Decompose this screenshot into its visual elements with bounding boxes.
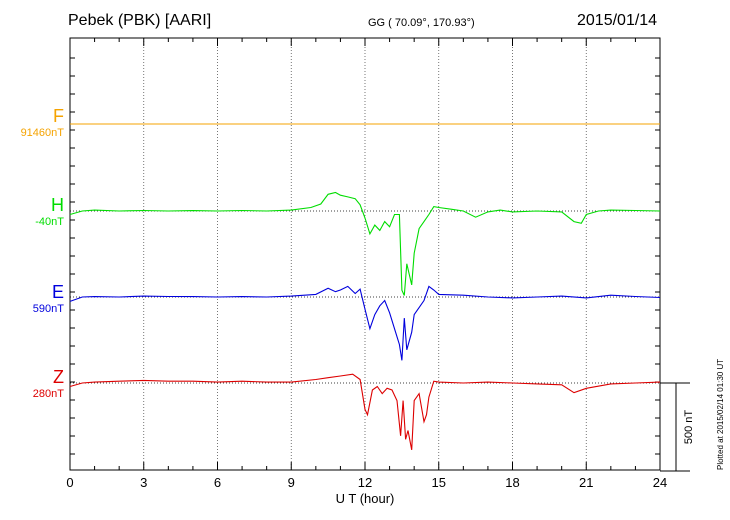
x-tick-label: 21 xyxy=(579,475,593,490)
z-series-line xyxy=(69,373,661,451)
station-title: Pebek (PBK) [AARI] xyxy=(68,12,212,29)
h-channel-baseline: -40nT xyxy=(35,216,64,228)
x-tick-label: 12 xyxy=(358,475,372,490)
x-tick-label: 0 xyxy=(66,475,73,490)
e-channel-baseline: 590nT xyxy=(32,303,64,315)
x-tick-label: 6 xyxy=(214,475,221,490)
f-channel-label: F 91460nT xyxy=(4,106,64,139)
z-channel-label: Z 280nT xyxy=(4,367,64,400)
x-tick-label: 3 xyxy=(140,475,147,490)
h-series-line xyxy=(69,191,661,296)
x-tick-label: 18 xyxy=(505,475,519,490)
x-tick-label: 24 xyxy=(653,475,667,490)
x-tick-label: 9 xyxy=(288,475,295,490)
e-channel-name: E xyxy=(51,282,64,302)
z-channel-name: Z xyxy=(53,367,64,387)
z-channel-baseline: 280nT xyxy=(32,388,64,400)
scale-bar-label: 500 nT xyxy=(683,410,695,445)
h-channel-label: H -40nT xyxy=(4,195,64,228)
f-channel-name: F xyxy=(53,106,64,126)
e-series-line xyxy=(69,285,661,361)
x-tick-label: 15 xyxy=(432,475,446,490)
h-channel-name: H xyxy=(51,195,64,215)
date-label: 2015/01/14 xyxy=(577,12,658,29)
coordinates-label: GG ( 70.09°, 170.93°) xyxy=(368,17,475,29)
e-channel-label: E 590nT xyxy=(4,282,64,315)
x-axis-label: U T (hour) xyxy=(336,491,395,506)
f-channel-baseline: 91460nT xyxy=(20,127,64,139)
plotted-timestamp: Plotted at 2015/02/14 01:30 UT xyxy=(716,358,725,470)
